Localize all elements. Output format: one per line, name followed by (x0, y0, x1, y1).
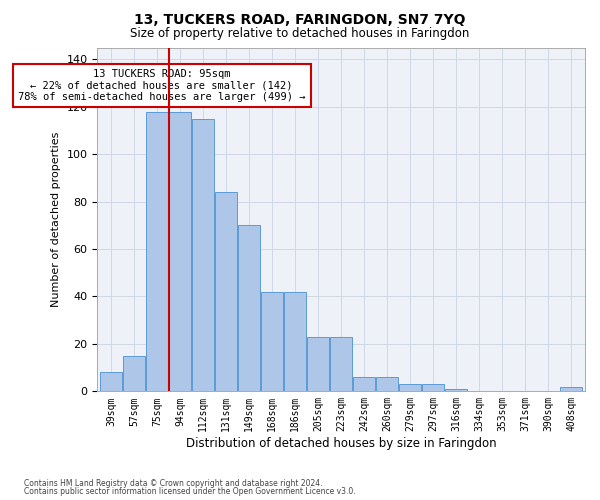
Y-axis label: Number of detached properties: Number of detached properties (51, 132, 61, 307)
Bar (330, 337, 352, 392)
Text: Contains public sector information licensed under the Open Government Licence v3: Contains public sector information licen… (24, 487, 356, 496)
Bar (146, 112, 168, 392)
Text: 13, TUCKERS ROAD, FARINGDON, SN7 7YQ: 13, TUCKERS ROAD, FARINGDON, SN7 7YQ (134, 12, 466, 26)
Bar (399, 384, 421, 392)
Text: 13 TUCKERS ROAD: 95sqm
← 22% of detached houses are smaller (142)
78% of semi-de: 13 TUCKERS ROAD: 95sqm ← 22% of detached… (18, 69, 305, 102)
Bar (445, 389, 467, 392)
Bar (261, 292, 283, 392)
Bar (560, 386, 582, 392)
Bar (353, 377, 375, 392)
Bar (376, 377, 398, 392)
Bar (169, 112, 191, 392)
Bar (284, 292, 306, 392)
X-axis label: Distribution of detached houses by size in Faringdon: Distribution of detached houses by size … (186, 437, 496, 450)
Bar (192, 118, 214, 392)
Bar (100, 372, 122, 392)
Bar (307, 337, 329, 392)
Bar (215, 192, 237, 392)
Text: Contains HM Land Registry data © Crown copyright and database right 2024.: Contains HM Land Registry data © Crown c… (24, 478, 323, 488)
Bar (123, 356, 145, 392)
Bar (422, 384, 444, 392)
Bar (238, 226, 260, 392)
Text: Size of property relative to detached houses in Faringdon: Size of property relative to detached ho… (130, 28, 470, 40)
